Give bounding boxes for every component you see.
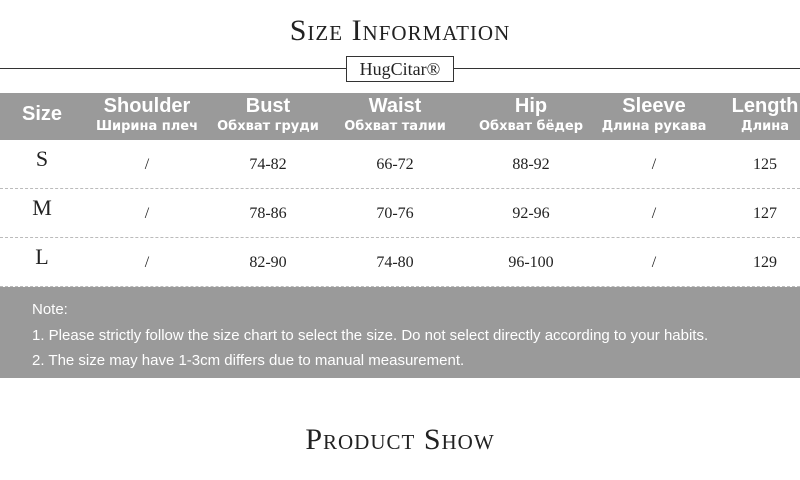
table-cell: /	[144, 205, 150, 222]
column-header: Hip Обхват бёдер	[466, 93, 596, 135]
table-cell: 74-82	[249, 156, 287, 173]
table-row: S / 74-82 66-72 88-92 / 125	[0, 140, 800, 189]
table-cell: 82-90	[249, 254, 287, 271]
notes: Note: 1. Please strictly follow the size…	[0, 287, 800, 378]
table-cell: 92-96	[512, 205, 550, 222]
table-cell: 129	[753, 254, 777, 271]
table-cell: 127	[753, 205, 777, 222]
column-subtitle: Ширина плеч	[95, 119, 199, 134]
table-cell: L	[35, 244, 49, 269]
column-name: Length	[731, 95, 799, 117]
column-header: Waist Обхват талии	[330, 93, 460, 135]
column-header: Length Длина	[700, 93, 800, 135]
column-header: Size	[0, 101, 107, 127]
column-subtitle: Обхват груди	[217, 119, 319, 134]
note-item: 2. The size may have 1-3cm differs due t…	[32, 352, 465, 369]
table-cell: 74-80	[376, 254, 414, 271]
column-name: Waist	[368, 95, 422, 117]
column-name: Size	[21, 103, 63, 125]
section-title: Product Show	[305, 423, 495, 456]
table-cell: /	[651, 156, 657, 173]
brand-logo: HugCitar®	[346, 56, 454, 82]
table-cell: 96-100	[508, 254, 554, 271]
column-subtitle: Длина рукава	[601, 119, 707, 134]
notes-title: Note:	[32, 301, 68, 318]
table-row: L / 82-90 74-80 96-100 / 129	[0, 238, 800, 287]
table-cell: S	[35, 146, 49, 171]
column-name: Hip	[514, 95, 548, 117]
table-cell: 70-76	[376, 205, 414, 222]
table-cell: 125	[753, 156, 777, 173]
table-row: M / 78-86 70-76 92-96 / 127	[0, 189, 800, 238]
section-title: Size Information	[289, 14, 511, 47]
table-cell: 78-86	[249, 205, 287, 222]
column-header: Bust Обхват груди	[203, 93, 333, 135]
table-cell: /	[144, 254, 150, 271]
column-subtitle: Обхват бёдер	[478, 119, 584, 134]
column-name: Shoulder	[103, 95, 191, 117]
column-name: Bust	[245, 95, 291, 117]
table-cell: /	[651, 205, 657, 222]
table-cell: M	[32, 195, 52, 220]
column-name: Sleeve	[622, 95, 686, 117]
note-item: 1. Please strictly follow the size chart…	[32, 327, 709, 344]
column-header: Sleeve Длина рукава	[589, 93, 719, 135]
table-cell: 66-72	[376, 156, 414, 173]
table-cell: 88-92	[512, 156, 550, 173]
column-subtitle: Длина	[741, 119, 789, 134]
table-cell: /	[651, 254, 657, 271]
column-subtitle: Обхват талии	[344, 119, 446, 134]
column-header: Shoulder Ширина плеч	[82, 93, 212, 135]
table-cell: /	[144, 156, 150, 173]
table-header: Size Shoulder Ширина плеч Bust Обхват груди W…	[0, 93, 800, 140]
